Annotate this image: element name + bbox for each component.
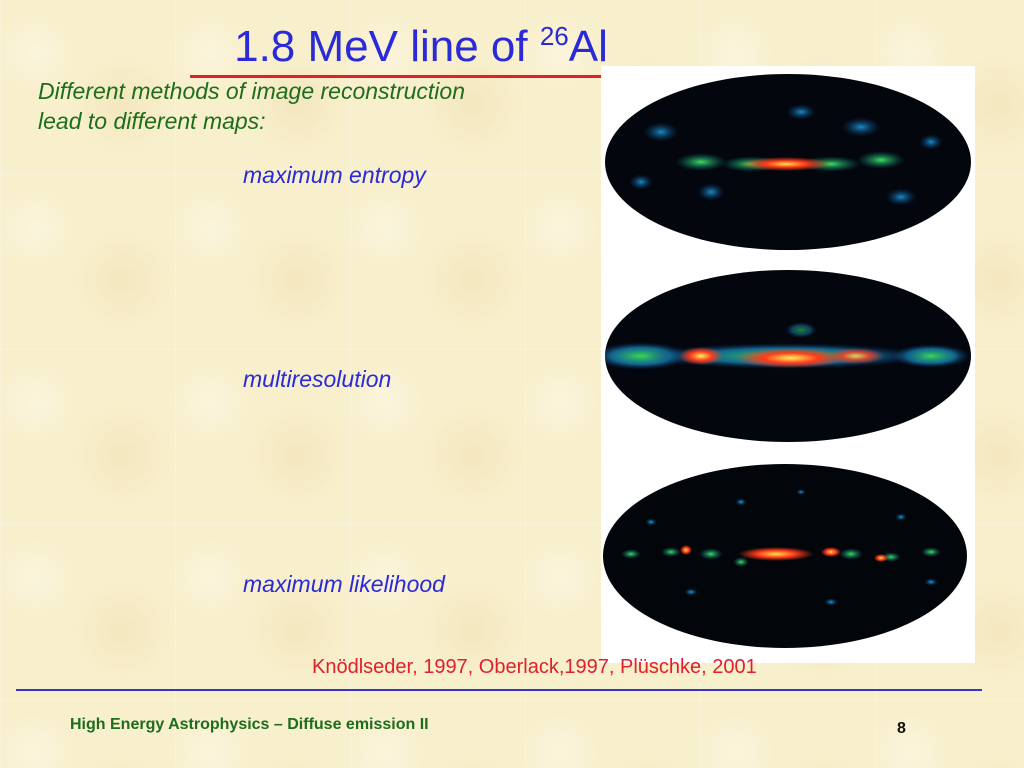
sky-map-maximum-entropy xyxy=(605,74,971,250)
page-number: 8 xyxy=(897,720,906,737)
footer-course-title: High Energy Astrophysics – Diffuse emiss… xyxy=(70,716,429,733)
sky-map-multiresolution xyxy=(605,270,971,442)
intro-line-1: Different methods of image reconstructio… xyxy=(38,78,465,104)
citation-text: Knödlseder, 1997, Oberlack,1997, Plüschk… xyxy=(312,656,757,678)
intro-line-2: lead to different maps: xyxy=(38,108,266,134)
sky-map-maximum-likelihood xyxy=(603,464,967,648)
slide-title: 1.8 MeV line of 26Al xyxy=(190,8,652,78)
method-label-maximum-entropy: maximum entropy xyxy=(243,162,426,188)
intro-text: Different methods of image reconstructio… xyxy=(38,76,598,136)
title-element: Al xyxy=(568,22,608,71)
footer-divider xyxy=(16,689,982,691)
title-main: 1.8 MeV line of xyxy=(234,22,540,71)
sky-map-panel xyxy=(601,66,975,663)
method-label-maximum-likelihood: maximum likelihood xyxy=(243,571,445,597)
method-label-multiresolution: multiresolution xyxy=(243,366,392,392)
title-superscript: 26 xyxy=(539,21,569,51)
